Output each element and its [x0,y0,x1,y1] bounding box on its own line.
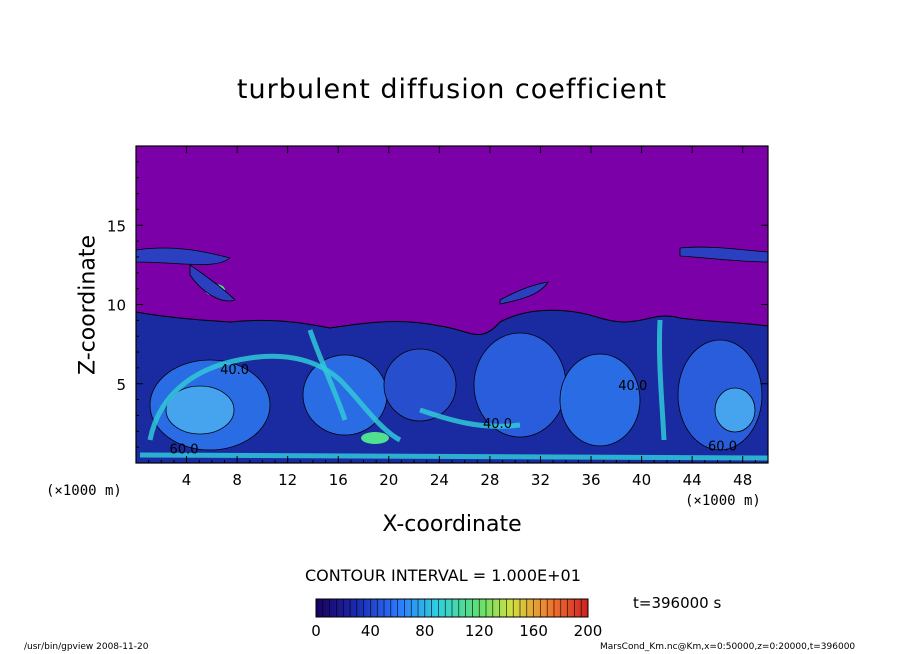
x-tick-label: 24 [430,471,449,489]
upper-patch-1 [189,264,236,302]
filament-0 [147,353,402,443]
x-tick-label: 4 [182,471,192,489]
x-tick-label: 20 [379,471,398,489]
x-axis-unit-left: (×1000 m) [46,483,122,499]
x-tick-label: 16 [329,471,348,489]
upper-patch-3 [679,246,768,263]
x-axis-unit-right: (×1000 m) [685,493,761,509]
y-tick-label: 15 [107,217,126,235]
x-tick-label: 36 [581,471,600,489]
y-tick-label: 10 [107,297,126,315]
contour-label: 60.0 [170,442,199,457]
x-tick-label: 44 [683,471,702,489]
eddy-3 [383,348,457,422]
x-tick-label: 32 [531,471,550,489]
upper-patch-0 [136,247,231,265]
colorbar-tick-label: 200 [574,622,603,640]
colorbar-tick-label: 0 [311,622,321,640]
peak-patch [361,432,389,444]
x-tick-label: 28 [480,471,499,489]
eddy-7 [714,387,756,433]
contour-label: 40.0 [483,417,512,432]
filament-1 [307,329,348,421]
contour-label: 40.0 [618,379,647,394]
filament-4 [139,452,768,461]
x-tick-label: 12 [278,471,297,489]
eddy-1 [165,385,235,435]
footer-command: /usr/bin/gpview 2008-11-20 [24,642,149,652]
y-tick-label: 5 [116,376,126,394]
colorbar-tick-label: 40 [361,622,380,640]
x-tick-label: 8 [232,471,242,489]
y-axis-label: Z-coordinate [75,235,101,375]
filament-3 [656,319,667,441]
eddy-5 [559,353,641,447]
colorbar-tick-label: 80 [415,622,434,640]
x-tick-label: 48 [733,471,752,489]
colorbar-tick-label: 160 [519,622,548,640]
chart-title: turbulent diffusion coefficient [236,74,668,105]
upper-patch-2 [499,281,549,305]
contour-label: 60.0 [708,439,737,454]
contour-label: 40.0 [220,363,249,378]
footer-source: MarsCond_Km.nc@Km,x=0:50000,z=0:20000,t=… [600,642,856,652]
x-axis-label: X-coordinate [382,512,522,537]
time-label: t=396000 s [633,594,722,612]
colorbar-tick-label: 120 [465,622,494,640]
filament-2 [419,407,521,429]
contour-interval-label: CONTOUR INTERVAL = 1.000E+01 [305,566,581,585]
x-tick-label: 40 [632,471,651,489]
